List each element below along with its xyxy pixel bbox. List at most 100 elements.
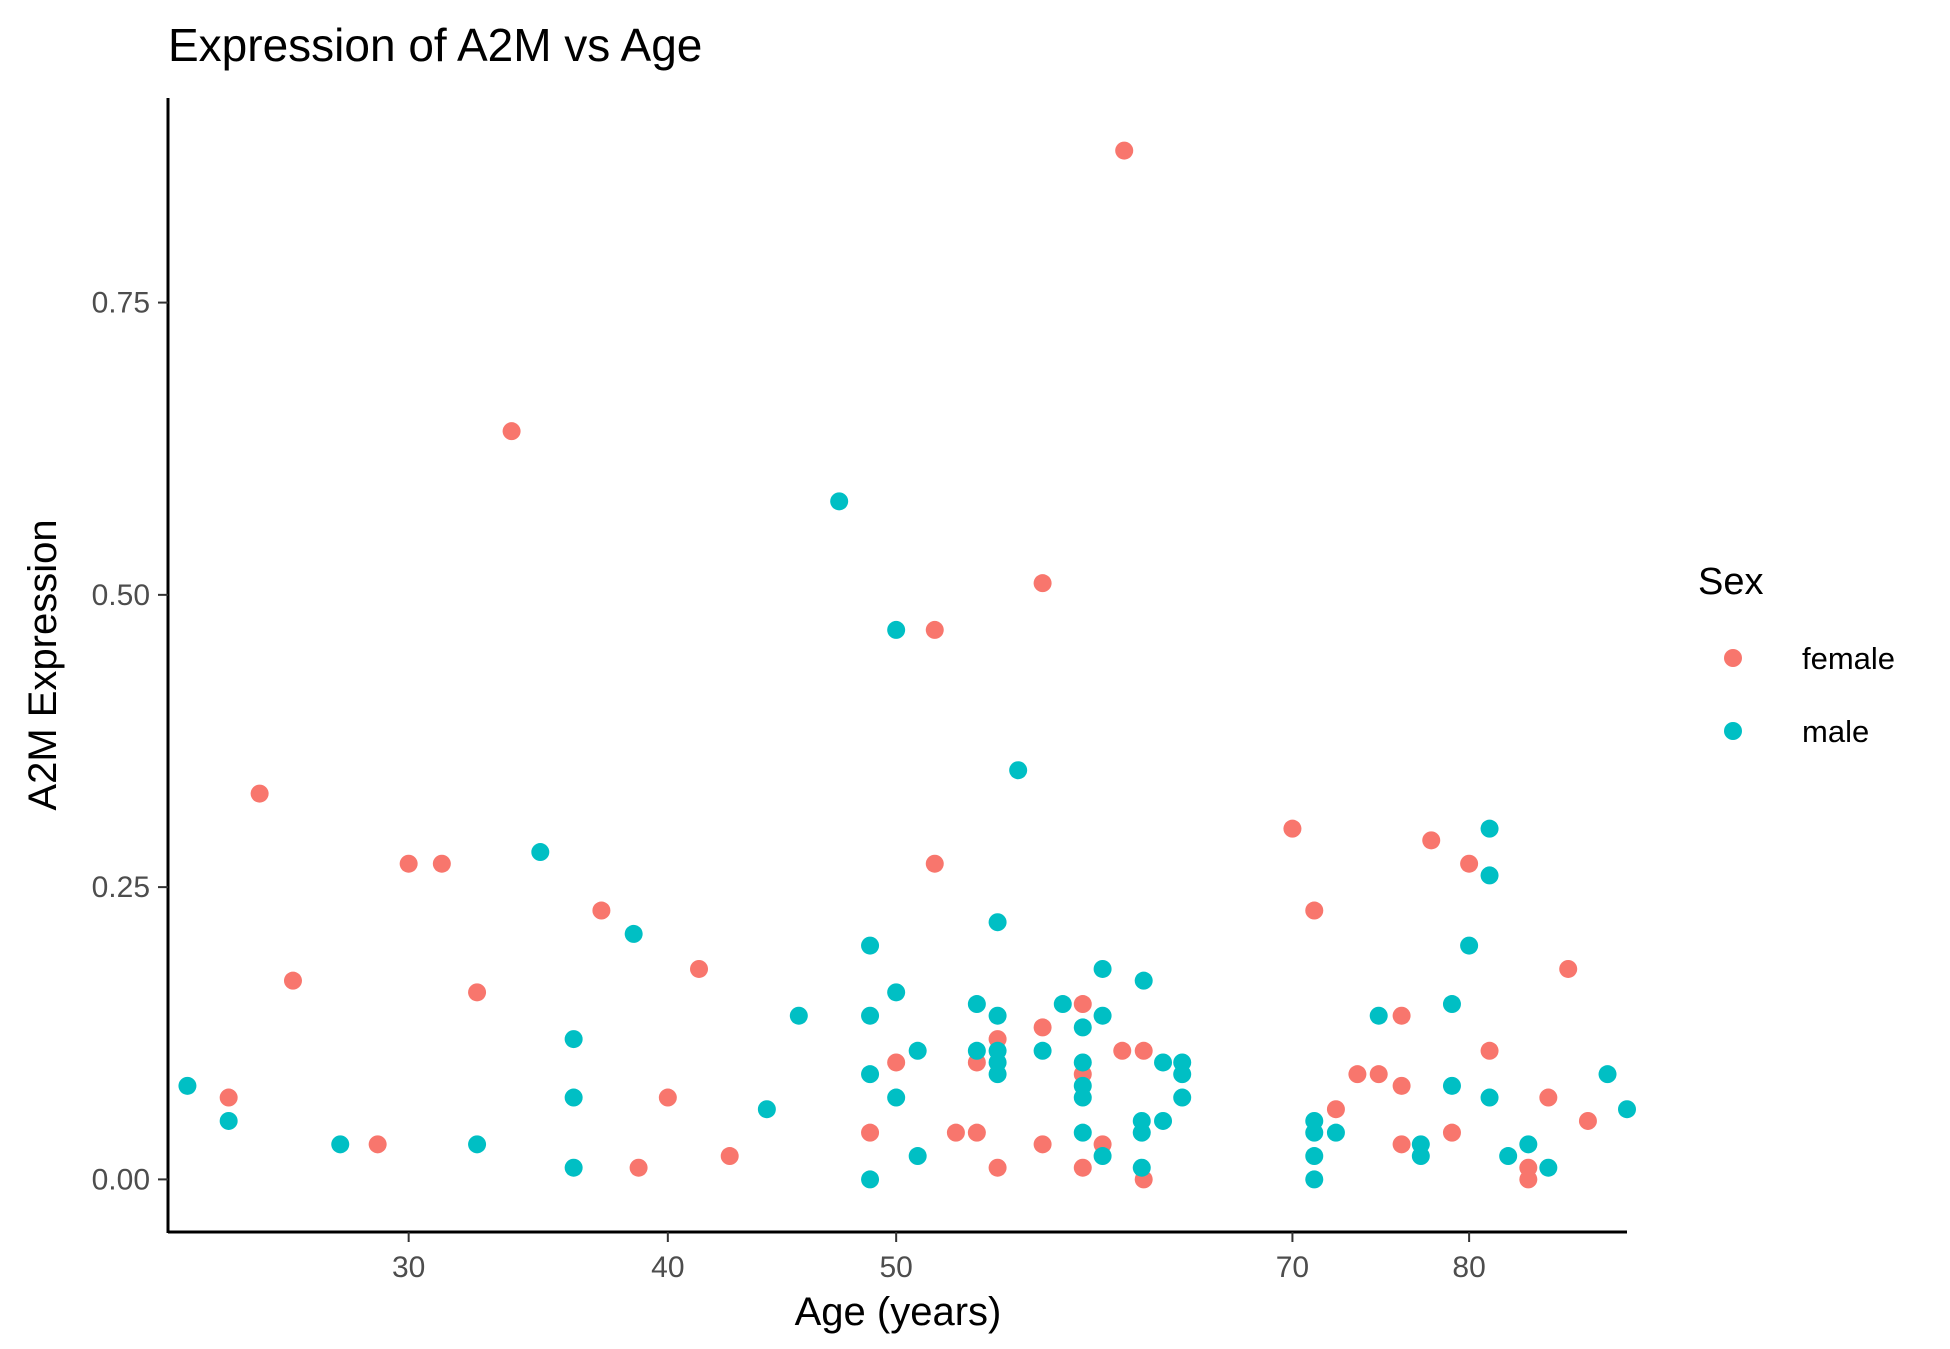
data-point-male [331, 1135, 350, 1154]
data-point-male [1073, 1053, 1092, 1072]
data-point-female [219, 1088, 238, 1107]
data-point-male [1154, 1111, 1173, 1130]
data-point-male [1499, 1147, 1518, 1166]
data-point-male [908, 1041, 927, 1060]
data-point-female [967, 1123, 986, 1142]
data-point-female [1369, 1065, 1388, 1084]
data-point-male [1480, 866, 1499, 885]
data-point-female [1392, 1076, 1411, 1095]
data-point-female [925, 620, 944, 639]
data-point-male [564, 1088, 583, 1107]
y-tick-label: 0.25 [92, 871, 150, 904]
data-point-female [1392, 1006, 1411, 1025]
data-point-male [861, 936, 880, 955]
data-point-female [946, 1123, 965, 1142]
x-axis-title: Age (years) [795, 1290, 1002, 1334]
legend-key-male [1724, 722, 1742, 740]
data-point-male [1093, 1006, 1112, 1025]
y-tick-label: 0.50 [92, 579, 150, 612]
data-point-male [1326, 1123, 1345, 1142]
data-point-female [1559, 959, 1578, 978]
data-point-female [1305, 901, 1324, 920]
data-point-male [1442, 995, 1461, 1014]
legend-key-female [1724, 649, 1742, 667]
data-point-female [1033, 1135, 1052, 1154]
data-point-female [1442, 1123, 1461, 1142]
y-axis-title: A2M Expression [21, 519, 65, 810]
data-point-female [592, 901, 611, 920]
legend: Sex female male [1698, 561, 1895, 749]
data-point-male [1073, 1123, 1092, 1142]
data-point-male [757, 1100, 776, 1119]
data-point-female [399, 854, 418, 873]
x-tick-label: 70 [1276, 1251, 1309, 1284]
data-point-female [1348, 1065, 1367, 1084]
data-point-female [1519, 1170, 1538, 1189]
data-point-female [690, 959, 709, 978]
data-point-male [178, 1076, 197, 1095]
legend-title: Sex [1698, 561, 1763, 603]
data-point-male [1033, 1041, 1052, 1060]
data-point-male [1093, 959, 1112, 978]
data-point-female [1073, 1158, 1092, 1177]
data-point-male [624, 924, 643, 943]
data-point-male [219, 1111, 238, 1130]
data-point-female [1578, 1111, 1597, 1130]
series-female [219, 141, 1597, 1189]
plot-area [178, 141, 1636, 1189]
data-point-male [1073, 1018, 1092, 1037]
data-point-male [988, 913, 1007, 932]
data-point-female [1283, 819, 1302, 838]
data-point-male [908, 1147, 927, 1166]
data-point-male [1442, 1076, 1461, 1095]
y-tick-label: 0.75 [92, 287, 150, 320]
data-point-female [502, 422, 521, 441]
data-point-female [1422, 831, 1441, 850]
data-point-female [887, 1053, 906, 1072]
data-point-male [1411, 1147, 1430, 1166]
data-point-male [988, 1065, 1007, 1084]
data-point-male [861, 1065, 880, 1084]
data-point-male [967, 995, 986, 1014]
series-male [178, 492, 1636, 1189]
data-point-male [468, 1135, 487, 1154]
data-point-male [1305, 1147, 1324, 1166]
data-point-male [861, 1006, 880, 1025]
x-tick-label: 80 [1452, 1251, 1485, 1284]
data-point-male [1134, 971, 1153, 990]
data-point-male [1480, 1088, 1499, 1107]
data-point-female [250, 784, 269, 803]
data-point-male [1073, 1088, 1092, 1107]
data-point-female [468, 983, 487, 1002]
data-point-male [1480, 819, 1499, 838]
data-point-female [629, 1158, 648, 1177]
data-point-female [861, 1123, 880, 1142]
data-point-female [283, 971, 302, 990]
chart-title: Expression of A2M vs Age [168, 19, 702, 71]
x-tick-label: 50 [879, 1251, 912, 1284]
data-point-female [1073, 995, 1092, 1014]
data-point-female [1326, 1100, 1345, 1119]
data-point-male [1519, 1135, 1538, 1154]
data-point-male [861, 1170, 880, 1189]
data-point-female [1033, 574, 1052, 593]
data-point-male [789, 1006, 808, 1025]
data-point-male [1154, 1053, 1173, 1072]
data-point-female [1392, 1135, 1411, 1154]
data-point-male [1460, 936, 1479, 955]
data-point-male [1132, 1158, 1151, 1177]
data-point-male [1305, 1170, 1324, 1189]
data-point-female [658, 1088, 677, 1107]
data-point-female [1115, 141, 1134, 160]
data-point-female [1134, 1041, 1153, 1060]
data-point-male [887, 1088, 906, 1107]
data-point-female [1033, 1018, 1052, 1037]
data-point-female [1539, 1088, 1558, 1107]
data-point-female [1480, 1041, 1499, 1060]
data-point-female [432, 854, 451, 873]
data-point-male [1009, 761, 1028, 780]
data-point-male [531, 843, 550, 862]
x-ticks: 30 40 50 70 80 [392, 1232, 1486, 1284]
data-point-male [1093, 1147, 1112, 1166]
data-point-male [887, 983, 906, 1002]
